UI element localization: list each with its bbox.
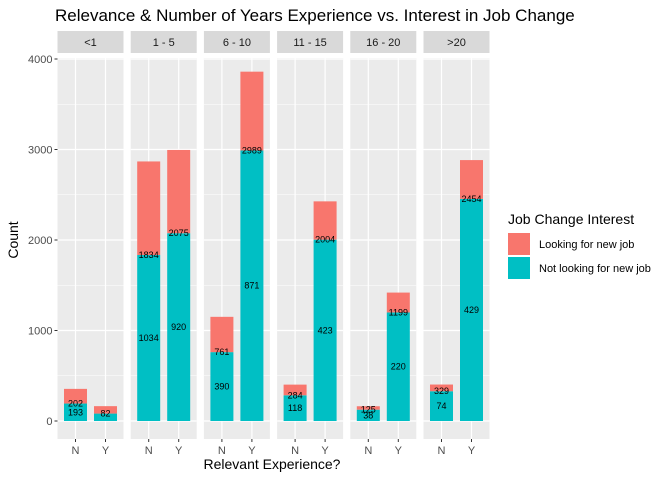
bar-label-looking: 2989 <box>242 145 262 155</box>
x-tick-label: Y <box>248 445 256 457</box>
bar-looking <box>386 292 410 313</box>
bar-label-looking: 2004 <box>315 235 335 245</box>
facet-panel: 11 - 15 118 284 N 423 2004 Y <box>277 31 344 457</box>
bar-not-looking <box>64 403 87 421</box>
facet-panel: 6 - 10 390 761 N 871 2989 Y <box>203 31 270 457</box>
bar-looking <box>167 149 191 234</box>
legend-title: Job Change Interest <box>508 211 634 227</box>
facet-strip <box>350 31 417 53</box>
x-tick-label: Y <box>321 445 329 457</box>
bar-not-looking <box>386 312 410 421</box>
bar-looking <box>430 384 453 392</box>
bar-not-looking <box>356 409 380 421</box>
y-tick-label: 0 <box>46 416 52 428</box>
bar-label-looking: 1834 <box>139 250 159 260</box>
facet-strip <box>57 31 124 53</box>
facet-strip-label: 11 - 15 <box>293 37 326 49</box>
y-axis: 0 1000 2000 3000 4000 <box>28 54 58 428</box>
y-axis-title: Count <box>5 221 21 258</box>
bar-label-looking: 329 <box>434 386 449 396</box>
facet-strip-label: >20 <box>447 37 466 49</box>
bar-looking <box>137 161 161 256</box>
chart-title: Relevance & Number of Years Experience v… <box>55 6 575 25</box>
facet-panel: 1 - 5 1034 1834 N 920 2075 Y <box>130 31 197 457</box>
bar-label-not-looking: 38 <box>363 410 373 420</box>
facet-strip-label: <1 <box>84 37 97 49</box>
legend-label-looking: Looking for new job <box>539 239 634 251</box>
facet-strip <box>130 31 197 53</box>
bar-looking <box>210 316 234 353</box>
panel-background <box>57 58 124 439</box>
bar-label-not-looking: 193 <box>68 407 83 417</box>
bar-label-looking: 2454 <box>461 194 481 204</box>
bar-label-not-looking: 220 <box>391 362 406 372</box>
bar-not-looking <box>460 198 483 421</box>
y-tick-label: 3000 <box>28 145 52 157</box>
x-tick-label: Y <box>468 445 476 457</box>
bar-not-looking <box>313 239 337 421</box>
facet-panel: >20 74 329 N 429 2454 Y <box>423 31 490 457</box>
bar-not-looking <box>430 391 453 421</box>
bar-not-looking <box>240 150 264 422</box>
bar-label-not-looking: 429 <box>464 305 479 315</box>
bar-label-looking: 761 <box>214 347 229 357</box>
bar-looking <box>240 71 264 151</box>
bar-looking <box>356 406 380 410</box>
bar-label-not-looking: 118 <box>288 403 302 413</box>
legend: Job Change Interest Looking for new job … <box>508 211 651 279</box>
bar-not-looking <box>167 233 191 421</box>
x-tick-label: N <box>72 445 80 457</box>
bar-looking <box>94 406 117 414</box>
bar-not-looking <box>137 255 161 421</box>
x-tick-label: Y <box>395 445 403 457</box>
x-axis-title: Relevant Experience? <box>204 456 341 472</box>
x-tick-label: Y <box>175 445 183 457</box>
x-tick-label: Y <box>102 445 110 457</box>
bar-not-looking <box>94 413 117 421</box>
bar-label-looking: 82 <box>100 409 110 419</box>
x-tick-label: N <box>145 445 153 457</box>
facet-strip-label: 6 - 10 <box>223 37 251 49</box>
legend-label-not-looking: Not looking for new job <box>539 263 651 275</box>
x-tick-label: N <box>364 445 372 457</box>
bar-looking <box>313 201 337 240</box>
bar-label-looking: 2075 <box>169 228 189 238</box>
x-tick-label: N <box>438 445 446 457</box>
bar-looking <box>64 388 87 404</box>
facet-strip <box>203 31 270 53</box>
bar-label-not-looking: 390 <box>214 382 229 392</box>
facet-strip-label: 16 - 20 <box>366 37 400 49</box>
legend-key-looking <box>508 233 530 255</box>
facet-strip <box>277 31 344 53</box>
bar-label-not-looking: 920 <box>171 322 186 332</box>
y-tick-label: 2000 <box>28 235 52 247</box>
facet-strip-label: 1 - 5 <box>153 37 175 49</box>
legend-key-not-looking <box>508 257 530 279</box>
x-tick-label: N <box>291 445 299 457</box>
bar-label-not-looking: 423 <box>318 325 333 335</box>
bar-not-looking <box>210 352 234 421</box>
bar-label-looking: 284 <box>288 390 303 400</box>
bar-label-looking: 202 <box>68 399 83 409</box>
x-tick-label: N <box>218 445 226 457</box>
bar-label-looking: 1199 <box>389 307 408 317</box>
bar-looking <box>283 384 307 396</box>
bar-label-not-looking: 74 <box>436 401 446 411</box>
bar-label-not-looking: 1034 <box>139 333 159 343</box>
bar-label-not-looking: 871 <box>244 281 259 291</box>
bar-not-looking <box>283 395 307 421</box>
facet-strip <box>423 31 490 53</box>
bar-label-looking: 125 <box>361 405 376 415</box>
y-tick-label: 1000 <box>28 326 52 338</box>
y-tick-label: 4000 <box>28 54 52 66</box>
bar-looking <box>460 160 483 199</box>
